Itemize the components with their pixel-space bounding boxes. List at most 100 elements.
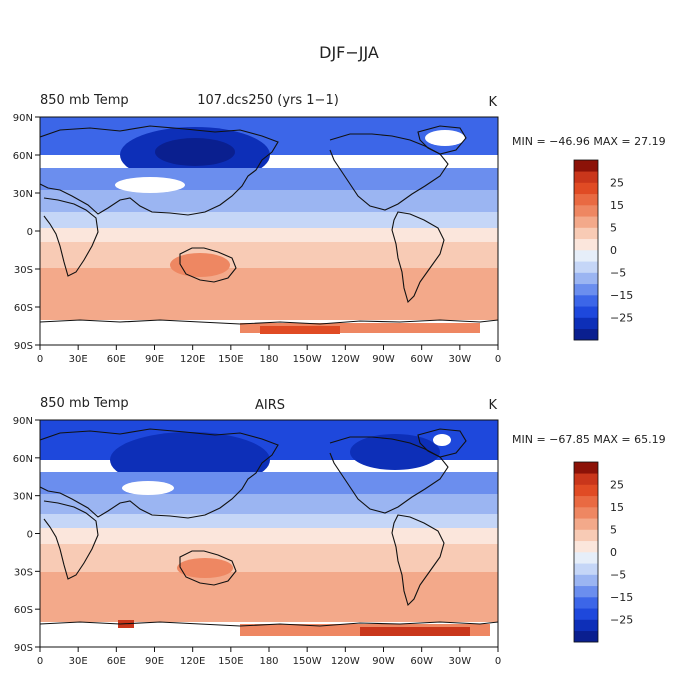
band-arctic	[40, 117, 498, 155]
panel-2-x-ticks: 0 30E 60E 90E 120E 150E 180 150W 120W 90W 60W 30W 0	[37, 647, 501, 667]
y-tick-label: 90N	[13, 113, 33, 124]
colorbar-swatch	[574, 540, 598, 553]
colorbar-swatch	[574, 552, 598, 564]
colorbar-swatch	[574, 295, 598, 307]
outline-africa	[43, 500, 99, 580]
outline-south-america	[391, 211, 445, 304]
x-tick-label: 120E	[180, 656, 205, 667]
panel-1-x-ticks: 0 30E 60E 90E 120E 150E 180 150W 120W 90W 60W 30W 0	[37, 345, 501, 365]
y-tick-label: 30S	[14, 265, 33, 276]
x-tick-label: 90W	[372, 354, 395, 365]
colorbar-swatch	[574, 608, 598, 620]
panel-2-title-center: AIRS	[255, 398, 285, 413]
x-tick-label: 180	[259, 656, 278, 667]
colorbar-label: 15	[610, 501, 624, 514]
colorbar-label: 5	[610, 222, 617, 235]
panel-1-units: K	[488, 95, 497, 110]
panel-1-continents	[40, 125, 498, 325]
colorbar-swatch	[574, 250, 598, 262]
x-tick-label: 150E	[218, 656, 243, 667]
colorbar-swatch	[574, 462, 598, 474]
colorbar-swatch	[574, 563, 598, 575]
panel-2-y-ticks: 90N 60N 30N 0 30S 60S 90S	[13, 416, 40, 654]
panel-2-colorbar: 25 15 5 0 −5 −15 −25	[573, 461, 633, 643]
panel-1-title-center: 107.dcs250 (yrs 1−1)	[197, 93, 339, 108]
outline-australia	[179, 550, 237, 586]
x-tick-label: 0	[495, 354, 501, 365]
antarctic-warm-strip	[240, 323, 480, 333]
outline-north-america	[329, 436, 449, 514]
outline-eurasia	[40, 428, 279, 519]
colorbar-swatch	[574, 630, 598, 643]
band-subtropic-north	[40, 190, 498, 212]
band-subtropic-north	[40, 494, 498, 514]
colorbar-swatch	[574, 507, 598, 519]
x-tick-label: 180	[259, 354, 278, 365]
band-tropic-north	[40, 514, 498, 528]
colorbar-label: −15	[610, 591, 633, 604]
panel-2-stats: MIN = −67.85 MAX = 65.19	[512, 433, 666, 446]
colorbar-swatch	[574, 484, 598, 497]
panel-1-y-ticks: 90N 60N 30N 0 30S 60S 90S	[13, 113, 40, 352]
colorbar-label: −5	[610, 267, 626, 280]
colorbar-label: 5	[610, 524, 617, 537]
y-tick-label: 0	[27, 227, 33, 238]
colorbar-swatch	[574, 317, 598, 330]
x-tick-label: 30E	[69, 656, 88, 667]
colorbar-swatch	[574, 261, 598, 273]
x-tick-label: 120E	[180, 354, 205, 365]
colorbar-swatch	[574, 518, 598, 530]
greenland-mask	[433, 434, 451, 446]
outline-greenland	[417, 125, 467, 155]
panel-1: 850 mb Temp 107.dcs250 (yrs 1−1) K	[13, 93, 666, 365]
x-tick-label: 30W	[449, 354, 472, 365]
y-tick-label: 90N	[13, 416, 33, 427]
band-equator	[40, 528, 498, 544]
outline-australia	[179, 247, 237, 283]
band-midlat-south	[40, 572, 498, 622]
x-tick-label: 90E	[145, 354, 164, 365]
antarctic-warm-core	[260, 326, 340, 334]
colorbar-swatch	[574, 272, 598, 285]
colorbar-swatch	[574, 597, 598, 609]
y-tick-label: 90S	[14, 341, 33, 352]
outline-antarctica	[40, 621, 498, 627]
band-tropic-south	[40, 242, 498, 268]
australia-warm	[170, 253, 230, 277]
colorbar-swatch	[574, 193, 598, 206]
x-tick-label: 60W	[410, 656, 433, 667]
colorbar-swatch	[574, 495, 598, 508]
outline-eurasia	[40, 125, 279, 216]
australia-warm	[177, 558, 233, 578]
band-midlat-south	[40, 268, 498, 320]
y-tick-label: 60S	[14, 605, 33, 616]
y-tick-label: 30S	[14, 567, 33, 578]
panel-1-colorbar: 25 15 5 0 −5 −15 −25	[573, 159, 633, 341]
siberian-cold-center	[155, 138, 235, 166]
tibet-mask	[115, 177, 185, 193]
x-tick-label: 60W	[410, 354, 433, 365]
panel-1-title-left: 850 mb Temp	[40, 93, 129, 108]
panel-2-field	[40, 420, 498, 647]
colorbar-swatch	[574, 227, 598, 240]
colorbar-swatch	[574, 171, 598, 183]
panel-2-units: K	[488, 398, 497, 413]
colorbar-swatch	[574, 182, 598, 195]
colorbar-swatch	[574, 283, 598, 296]
colorbar-swatch	[574, 328, 598, 341]
outline-antarctica	[40, 319, 498, 325]
panel-1-stats: MIN = −46.96 MAX = 27.19	[512, 135, 666, 148]
x-tick-label: 150W	[293, 656, 322, 667]
colorbar-label: 0	[610, 244, 617, 257]
outline-greenland	[417, 428, 467, 458]
band-tropic-south	[40, 544, 498, 572]
colorbar-swatch	[574, 205, 598, 217]
x-tick-label: 0	[37, 354, 43, 365]
y-tick-label: 60N	[13, 151, 33, 162]
x-tick-label: 0	[495, 656, 501, 667]
outline-north-america	[329, 133, 449, 211]
figure-title: DJF−JJA	[319, 43, 379, 62]
outline-africa	[43, 197, 99, 277]
panel-2-title-left: 850 mb Temp	[40, 396, 129, 411]
x-tick-label: 150E	[218, 354, 243, 365]
